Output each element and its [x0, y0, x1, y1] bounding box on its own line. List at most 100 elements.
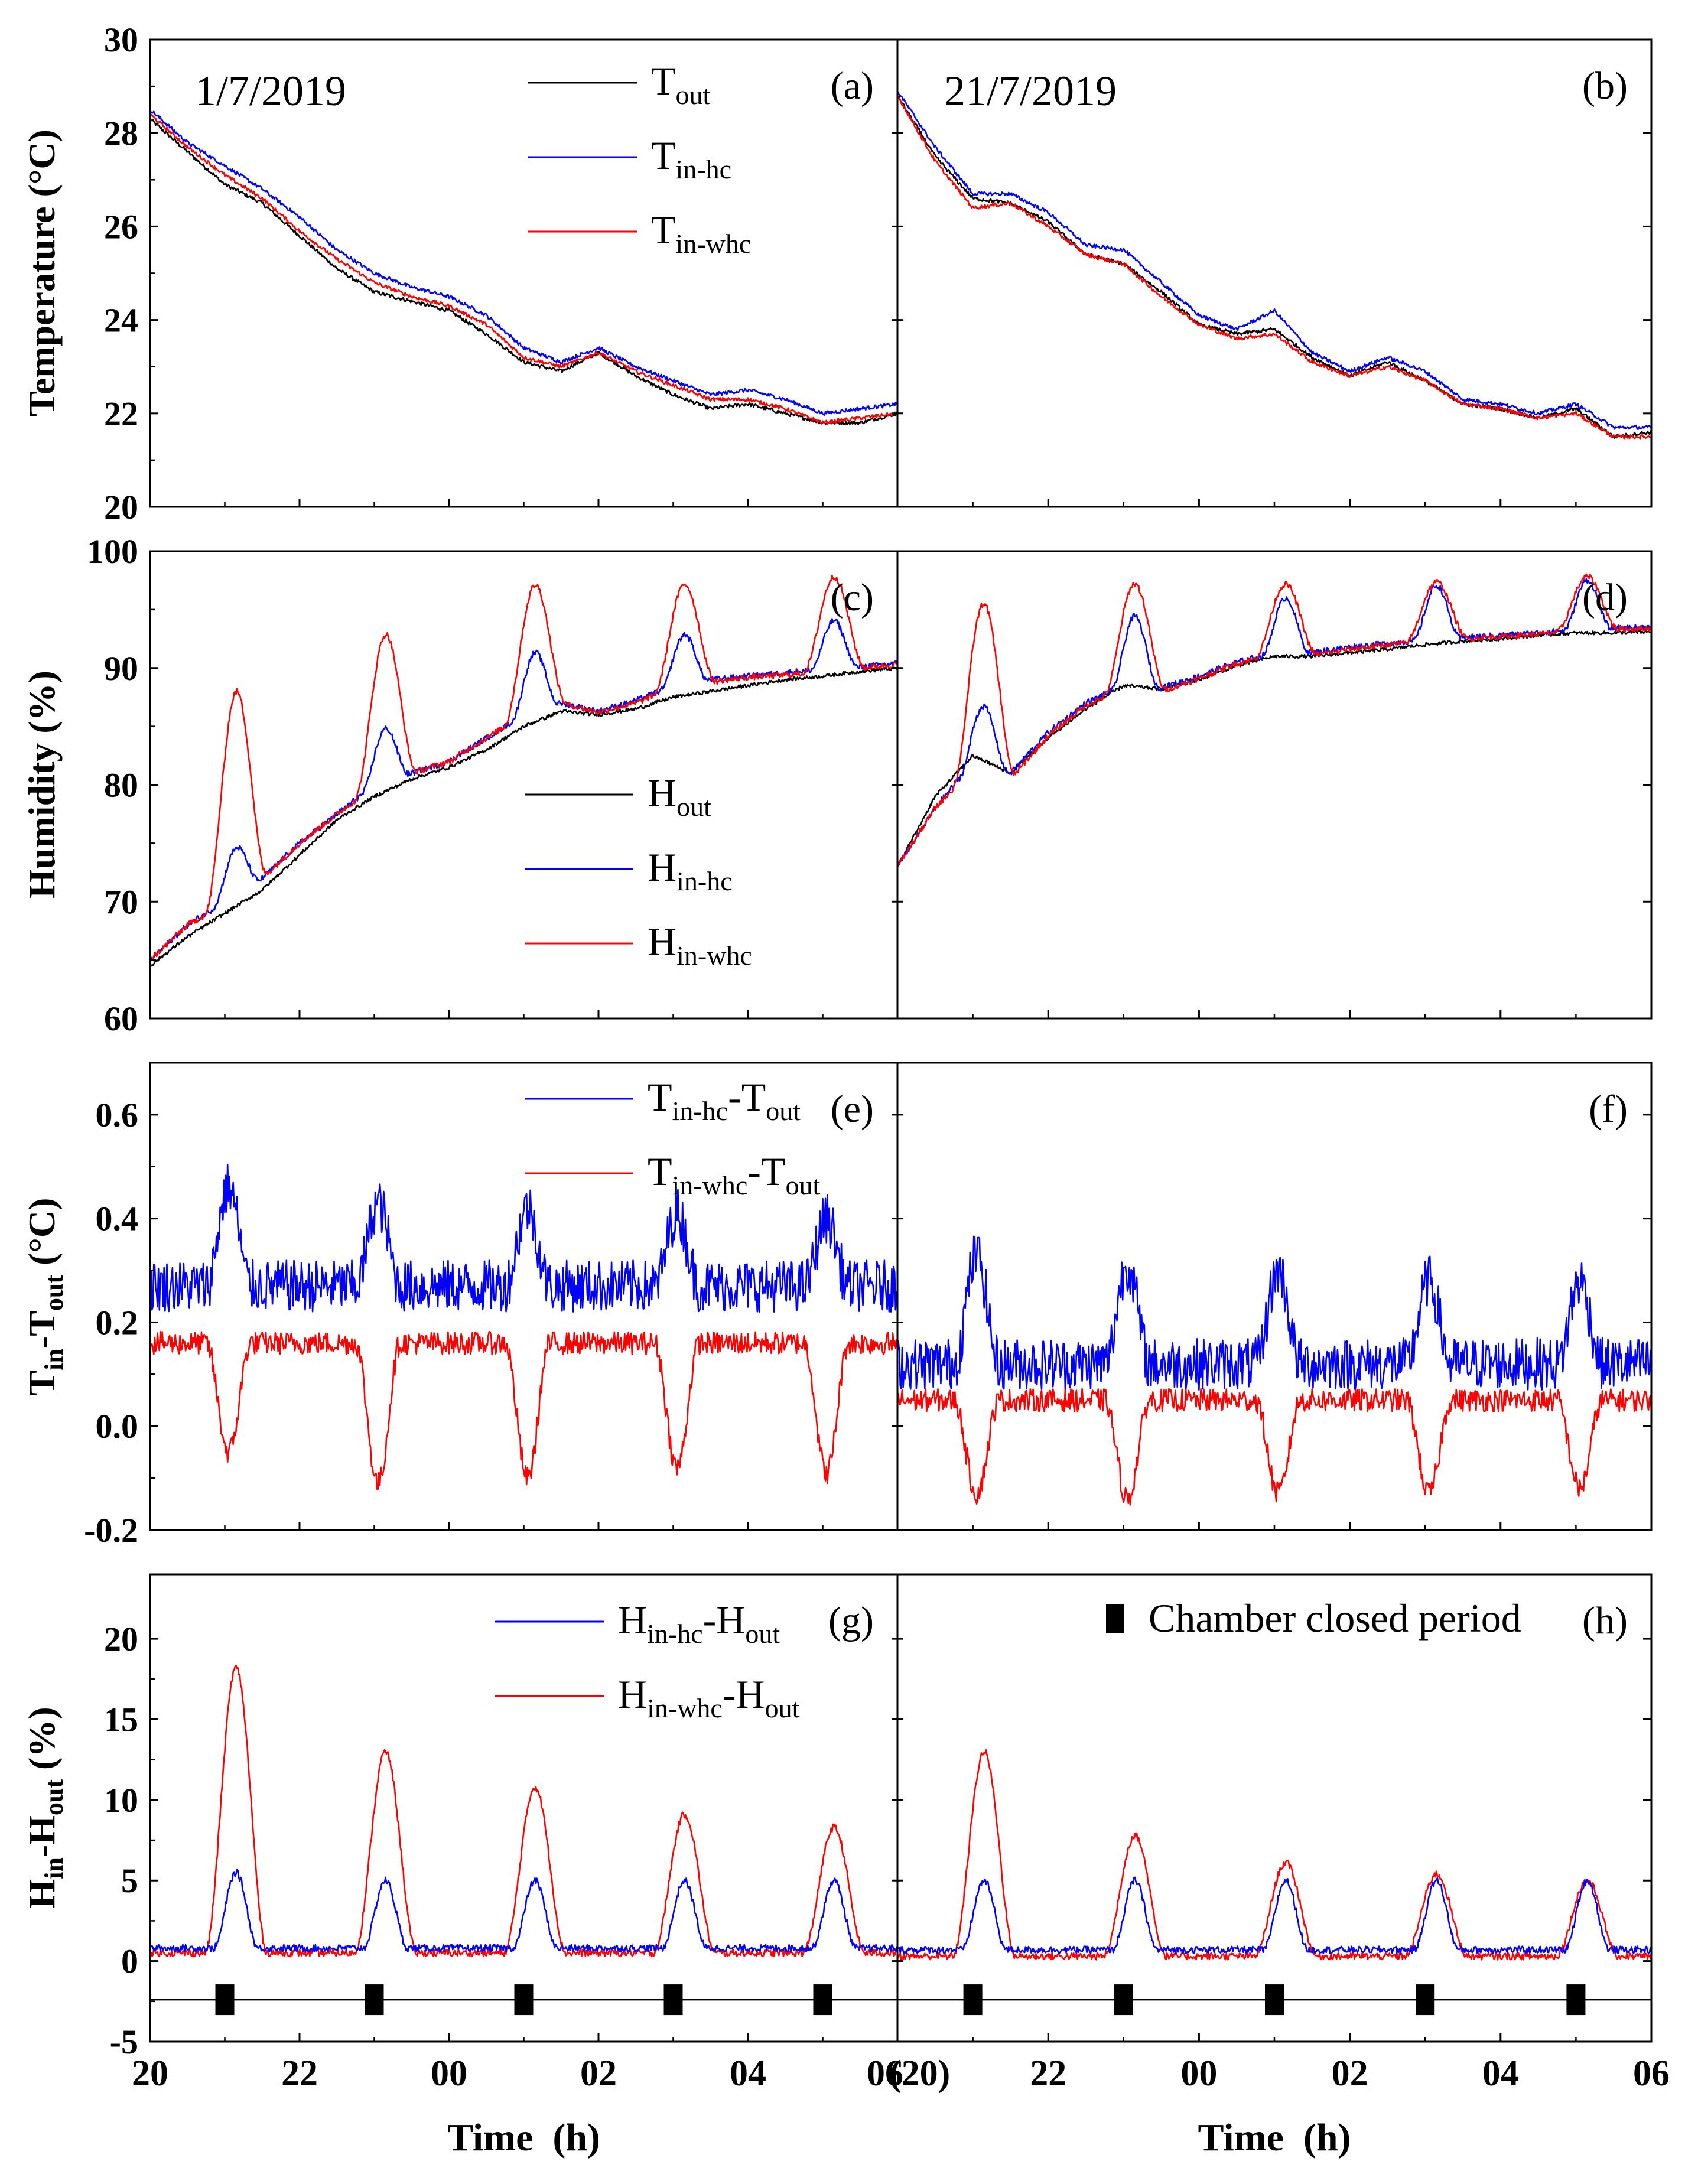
legend-sub: in-hc [676, 866, 733, 896]
chamber-closed-marker [813, 1984, 832, 2016]
chamber-closed-marker [1114, 1984, 1133, 2016]
legend-label-hc: Tin-hc-Tout [648, 1075, 801, 1126]
y-axis-title-part: T [21, 1371, 63, 1396]
chamber-legend-marker [1106, 1604, 1124, 1633]
chamber-closed-marker [1416, 1984, 1435, 2016]
chamber-closed-marker [215, 1984, 235, 2016]
ytick-label-humidity: 100 [87, 532, 138, 571]
y-axis-title: Hin-Hout (%) [21, 1707, 69, 1908]
ytick-label-temperature: 30 [104, 21, 138, 59]
humidity-line-hc-c [149, 618, 899, 961]
chamber-closed-marker [1265, 1984, 1284, 2016]
date-label-a: 1/7/2019 [195, 67, 346, 115]
legend-label-whc: Tin-whc-Tout [648, 1149, 820, 1200]
plot-layer [149, 38, 1653, 2043]
ytick-label-hdiff: 0 [121, 1942, 138, 1981]
xtick-label: 06 [867, 2053, 903, 2094]
humidity-line-whc-c [149, 575, 898, 962]
xtick-label: 00 [431, 2053, 467, 2094]
legend-main: T [648, 1075, 672, 1119]
panel-label: (c) [831, 576, 874, 619]
ytick-label-hdiff: 20 [104, 1620, 138, 1658]
legend-label-whc: Tin-whc [651, 207, 751, 259]
panel-label: (g) [828, 1599, 874, 1642]
y-axis-title-part: in [40, 1857, 69, 1879]
legend-main: T [651, 58, 676, 103]
y-axis-title-part: -T [21, 1311, 63, 1349]
legend-sub: in-hc [672, 1096, 728, 1126]
legend-label-out: Hout [648, 770, 711, 822]
xtick-label: 22 [1030, 2053, 1066, 2094]
legend-label-hc: Hin-hc-Hout [618, 1597, 780, 1649]
y-axis-title-part: in [40, 1349, 69, 1371]
panel-label: (h) [1582, 1599, 1628, 1642]
legend-sub: out [676, 792, 711, 822]
tdiff-line-hc-f [896, 1235, 1653, 1391]
chamber-legend-label: Chamber closed period [1149, 1596, 1521, 1641]
y-axis-title-part: H [21, 1879, 63, 1909]
ytick-label-humidity: 80 [104, 766, 138, 805]
panel-label: (f) [1589, 1088, 1628, 1131]
chamber-closed-marker [663, 1984, 683, 2016]
legend-label-whc: Hin-whc-Hout [618, 1672, 800, 1723]
ytick-label-hdiff: 5 [121, 1861, 138, 1900]
legend-main: T [651, 133, 676, 178]
xtick-label: 20 [132, 2053, 168, 2094]
xtick-label: 02 [1332, 2053, 1368, 2094]
xtick-label: 04 [730, 2053, 766, 2094]
xtick-label: 06 [1633, 2053, 1670, 2094]
y-axis-title-part: (°C) [21, 1198, 63, 1275]
ytick-label-tdiff: 0.0 [96, 1407, 139, 1446]
panel-label: (a) [831, 64, 874, 108]
chamber-closed-marker [365, 1984, 384, 2016]
temperature-line-hc-b [896, 90, 1653, 430]
hdiff-line-whc-g [149, 1664, 898, 1958]
legend-sub2: out [745, 1619, 780, 1649]
humidity-line-whc-d [897, 573, 1653, 867]
ytick-label-tdiff: 0.2 [96, 1303, 139, 1342]
y-axis-title-part: out [40, 1275, 69, 1311]
y-axis-title-part: (%) [21, 1707, 63, 1779]
legend-label-out: Tout [651, 58, 711, 110]
y-axis-title: Humidity (%) [21, 671, 63, 899]
panel-label: (d) [1582, 576, 1628, 619]
legend-sub: in-whc [676, 940, 752, 971]
legend-tail: -H [723, 1672, 765, 1717]
ytick-label-tdiff: -0.2 [84, 1511, 138, 1550]
legend-sub: out [676, 80, 711, 110]
ytick-label-hdiff: 10 [104, 1781, 138, 1820]
y-axis-title-part: out [40, 1779, 69, 1815]
y-axis-title-part: -H [21, 1815, 63, 1857]
legend-sub: in-whc [676, 229, 752, 259]
legend-sub: in-hc [647, 1619, 703, 1649]
y-axis-title: Tin-Tout (°C) [21, 1198, 69, 1396]
legend-sub: in-whc [672, 1170, 748, 1200]
legend-main: H [648, 919, 676, 964]
legend-main: H [648, 770, 676, 815]
legend-tail: -T [728, 1075, 766, 1119]
legend-label-whc: Hin-whc [648, 919, 752, 971]
xtick-label: 00 [1180, 2053, 1217, 2094]
panel-label: (e) [831, 1088, 874, 1131]
hdiff-line-whc-h [897, 1749, 1653, 1961]
xtick-label: 22 [281, 2053, 318, 2094]
temperature-line-out-a [149, 118, 898, 425]
ytick-label-temperature: 20 [104, 488, 138, 526]
xtick-label: 04 [1482, 2053, 1519, 2094]
temperature-line-hc-a [149, 110, 898, 416]
temperature-line-whc-a [149, 114, 898, 425]
ytick-label-temperature: 28 [104, 114, 138, 152]
x-axis-title: Time (h) [1198, 2116, 1351, 2159]
hdiff-line-hc-h [897, 1876, 1653, 1954]
ytick-label-temperature: 24 [104, 301, 138, 340]
ytick-label-temperature: 26 [104, 207, 138, 246]
temperature-line-whc-b [897, 95, 1652, 440]
chamber-closed-marker [514, 1984, 534, 2016]
legend-main: H [618, 1597, 647, 1642]
y-axis-title: Temperature (°C) [21, 129, 63, 416]
xtick-label: (20) [889, 2053, 950, 2094]
legend-label-hc: Tin-hc [651, 133, 731, 184]
